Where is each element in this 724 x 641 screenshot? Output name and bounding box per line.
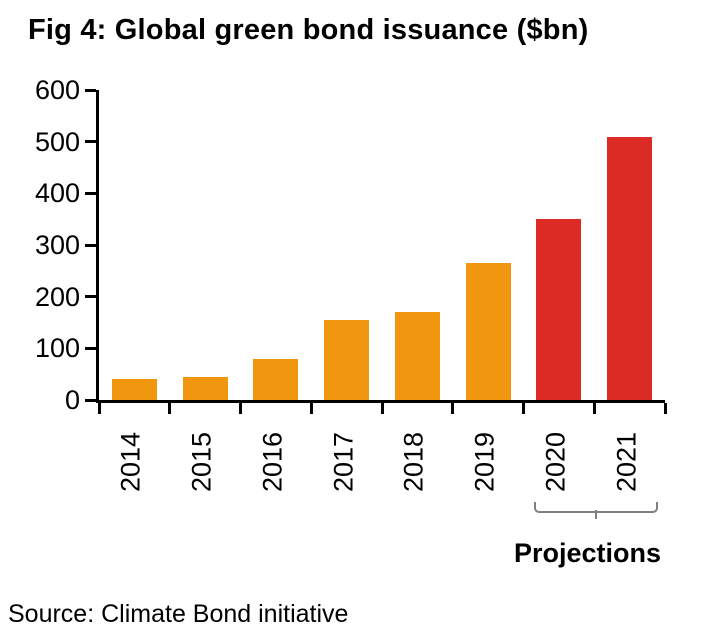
y-tick-label: 300 <box>34 230 80 260</box>
y-tick-mark <box>85 140 96 144</box>
bar-slot <box>311 90 382 400</box>
x-label-slot: 2015 <box>167 408 238 516</box>
y-tick-label: 100 <box>34 333 80 364</box>
bars-container <box>99 90 665 400</box>
x-tick-label-2017: 2017 <box>328 431 359 493</box>
y-tick-mark <box>85 88 96 92</box>
x-tick-mark <box>451 403 455 414</box>
bar-slot <box>99 90 170 400</box>
y-tick-label: 200 <box>34 281 80 312</box>
x-label-slot: 2020 <box>521 408 592 516</box>
y-tick-mark <box>85 346 96 350</box>
bar-2019 <box>465 263 511 400</box>
bar-2017 <box>324 319 370 400</box>
x-tick-mark <box>239 403 242 414</box>
bar-2021 <box>607 136 653 400</box>
x-tick-label-2021: 2021 <box>611 431 642 493</box>
source-text: Source: Climate Bond initiative <box>8 600 349 628</box>
y-tick-mark <box>85 191 96 195</box>
y-tick-mark <box>85 295 96 299</box>
x-label-slot: 2021 <box>591 408 662 516</box>
x-axis-labels: 2014 2015 2016 2017 2018 2019 2020 2021 <box>96 408 662 516</box>
x-tick-label-2018: 2018 <box>398 431 429 493</box>
projections-bracket-notch <box>594 510 598 519</box>
x-tick-label-2016: 2016 <box>257 431 288 493</box>
y-axis-labels: 0 100 200 300 400 500 600 <box>0 77 84 414</box>
y-tick-label: 600 <box>34 75 80 105</box>
x-label-slot: 2018 <box>379 408 450 516</box>
plot-area <box>85 88 667 414</box>
y-tick-mark <box>85 398 96 402</box>
x-tick-mark <box>522 403 525 414</box>
x-tick-mark <box>380 403 384 414</box>
projections-bracket <box>534 502 658 519</box>
bar-2018 <box>394 312 440 400</box>
bar-2015 <box>182 376 228 400</box>
bar-slot <box>382 90 453 400</box>
y-tick-label: 500 <box>34 126 80 157</box>
x-label-slot: 2017 <box>308 408 379 516</box>
x-tick-mark <box>309 403 313 414</box>
bar-slot <box>241 90 312 400</box>
y-tick-mark <box>85 243 96 247</box>
bar-slot <box>594 90 665 400</box>
x-tick-label-2019: 2019 <box>469 431 500 493</box>
y-tick-label: 400 <box>34 178 80 209</box>
bar-slot <box>524 90 595 400</box>
x-tick-mark <box>592 403 596 414</box>
bar-2020 <box>536 219 582 400</box>
y-tick-label: 0 <box>64 385 80 415</box>
x-tick-label-2020: 2020 <box>540 431 571 493</box>
x-label-slot: 2014 <box>96 408 167 516</box>
bar-2014 <box>111 379 157 400</box>
bar-slot <box>170 90 241 400</box>
x-tick-mark <box>168 403 172 414</box>
x-tick-mark <box>663 403 667 414</box>
bar-2016 <box>253 358 299 400</box>
x-tick-label-2015: 2015 <box>186 431 217 493</box>
projections-annotation: Projections <box>513 538 662 568</box>
x-label-slot: 2016 <box>238 408 309 516</box>
x-tick-label-2014: 2014 <box>115 431 146 493</box>
bar-slot <box>453 90 524 400</box>
x-tick-mark <box>97 403 101 414</box>
x-label-slot: 2019 <box>450 408 521 516</box>
chart-title: Fig 4: Global green bond issuance ($bn) <box>28 14 589 46</box>
